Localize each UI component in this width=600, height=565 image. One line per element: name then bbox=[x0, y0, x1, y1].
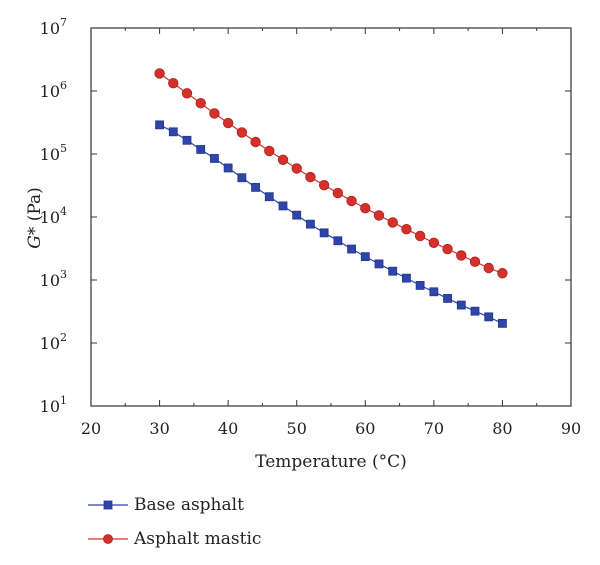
data-point-asphalt-mastic bbox=[428, 237, 440, 248]
data-point-asphalt-mastic bbox=[346, 195, 357, 207]
axes bbox=[90, 27, 572, 407]
data-point-asphalt-mastic bbox=[469, 256, 481, 267]
data-point-base-asphalt bbox=[415, 281, 425, 290]
data-point-asphalt-mastic bbox=[360, 202, 371, 214]
data-point-asphalt-mastic bbox=[168, 77, 179, 89]
data-point-asphalt-mastic bbox=[264, 145, 275, 157]
legend-label-asphalt-mastic: Asphalt mastic bbox=[134, 529, 262, 549]
data-point-asphalt-mastic bbox=[181, 88, 193, 99]
data-point-asphalt-mastic bbox=[222, 117, 234, 129]
x-tick-label: 90 bbox=[561, 419, 581, 438]
data-point-asphalt-mastic bbox=[414, 230, 426, 242]
data-point-base-asphalt bbox=[374, 259, 384, 269]
data-point-asphalt-mastic bbox=[277, 154, 289, 165]
x-tick-label: 50 bbox=[287, 419, 307, 438]
data-point-base-asphalt bbox=[402, 273, 411, 283]
data-point-base-asphalt bbox=[498, 318, 507, 328]
data-point-base-asphalt bbox=[155, 120, 164, 130]
data-point-base-asphalt bbox=[484, 312, 494, 322]
data-point-base-asphalt bbox=[292, 210, 302, 220]
data-point-asphalt-mastic bbox=[318, 179, 330, 191]
x-axis-title: Temperature (°C) bbox=[255, 452, 407, 472]
y-tick-label: 103 bbox=[40, 268, 67, 290]
y-tick-label: 107 bbox=[40, 16, 67, 38]
data-point-asphalt-mastic bbox=[305, 171, 316, 183]
data-point-base-asphalt bbox=[388, 266, 398, 276]
data-point-asphalt-mastic bbox=[456, 250, 467, 261]
data-point-base-asphalt bbox=[251, 183, 260, 192]
chart: 20 30 40 50 60 70 80 90 101 102 103 104 105 106 107 Te… bbox=[25, 16, 582, 472]
data-point-base-asphalt bbox=[319, 228, 329, 238]
x-tick-label: 70 bbox=[424, 419, 444, 438]
data-point-base-asphalt bbox=[456, 300, 466, 310]
data-point-base-asphalt bbox=[333, 236, 343, 246]
data-point-asphalt-mastic bbox=[442, 243, 453, 255]
y-axis-title-rest: * (Pa) bbox=[25, 187, 45, 235]
data-point-base-asphalt bbox=[210, 154, 219, 163]
legend-item-asphalt-mastic: Asphalt mastic bbox=[88, 522, 261, 556]
y-tick-label: 105 bbox=[40, 142, 67, 164]
y-tick-label: 106 bbox=[40, 79, 67, 101]
data-point-base-asphalt bbox=[223, 163, 233, 173]
x-tick-label: 30 bbox=[149, 419, 169, 438]
data-point-asphalt-mastic bbox=[209, 108, 220, 119]
data-point-asphalt-mastic bbox=[497, 268, 508, 279]
data-point-asphalt-mastic bbox=[250, 136, 261, 148]
y-axis-title-base: G bbox=[25, 235, 45, 249]
data-point-base-asphalt bbox=[429, 287, 439, 297]
data-point-base-asphalt bbox=[470, 306, 480, 316]
y-tick-label: 104 bbox=[40, 205, 67, 227]
data-point-asphalt-mastic bbox=[236, 127, 248, 138]
data-point-base-asphalt bbox=[347, 244, 356, 254]
y-tick-label: 101 bbox=[40, 394, 67, 416]
data-point-base-asphalt bbox=[306, 219, 315, 229]
data-point-base-asphalt bbox=[360, 252, 370, 262]
x-tick-label: 20 bbox=[81, 419, 101, 438]
data-point-asphalt-mastic bbox=[195, 98, 206, 109]
x-tick-label: 40 bbox=[218, 419, 238, 438]
data-point-base-asphalt bbox=[264, 192, 274, 202]
x-tick-label: 60 bbox=[355, 419, 375, 438]
plot-frame bbox=[90, 27, 572, 407]
x-tick-label: 80 bbox=[492, 419, 512, 438]
series-line-asphalt-mastic bbox=[159, 72, 503, 274]
series-layer bbox=[154, 68, 508, 328]
legend-swatch-asphalt-mastic bbox=[88, 534, 128, 544]
ticks: 20 30 40 50 60 70 80 90 101 102 103 104 105 106 107 bbox=[40, 16, 582, 438]
data-point-base-asphalt bbox=[168, 127, 178, 137]
data-point-base-asphalt bbox=[196, 145, 206, 154]
data-point-asphalt-mastic bbox=[291, 163, 302, 174]
y-axis-title: G* (Pa) bbox=[25, 187, 45, 249]
data-point-asphalt-mastic bbox=[387, 217, 398, 228]
data-point-base-asphalt bbox=[443, 294, 452, 303]
data-point-asphalt-mastic bbox=[401, 224, 412, 235]
data-point-base-asphalt bbox=[182, 135, 192, 145]
data-point-base-asphalt bbox=[237, 173, 247, 183]
legend-item-base-asphalt: Base asphalt bbox=[88, 488, 261, 522]
data-point-asphalt-mastic bbox=[373, 210, 385, 221]
legend: Base asphalt Asphalt mastic bbox=[88, 488, 261, 556]
legend-swatch-base-asphalt bbox=[88, 500, 128, 510]
data-point-asphalt-mastic bbox=[332, 187, 344, 199]
data-point-base-asphalt bbox=[278, 201, 288, 211]
y-tick-label: 102 bbox=[40, 331, 67, 353]
data-point-asphalt-mastic bbox=[483, 262, 494, 274]
data-point-asphalt-mastic bbox=[154, 68, 165, 79]
legend-label-base-asphalt: Base asphalt bbox=[134, 495, 244, 515]
